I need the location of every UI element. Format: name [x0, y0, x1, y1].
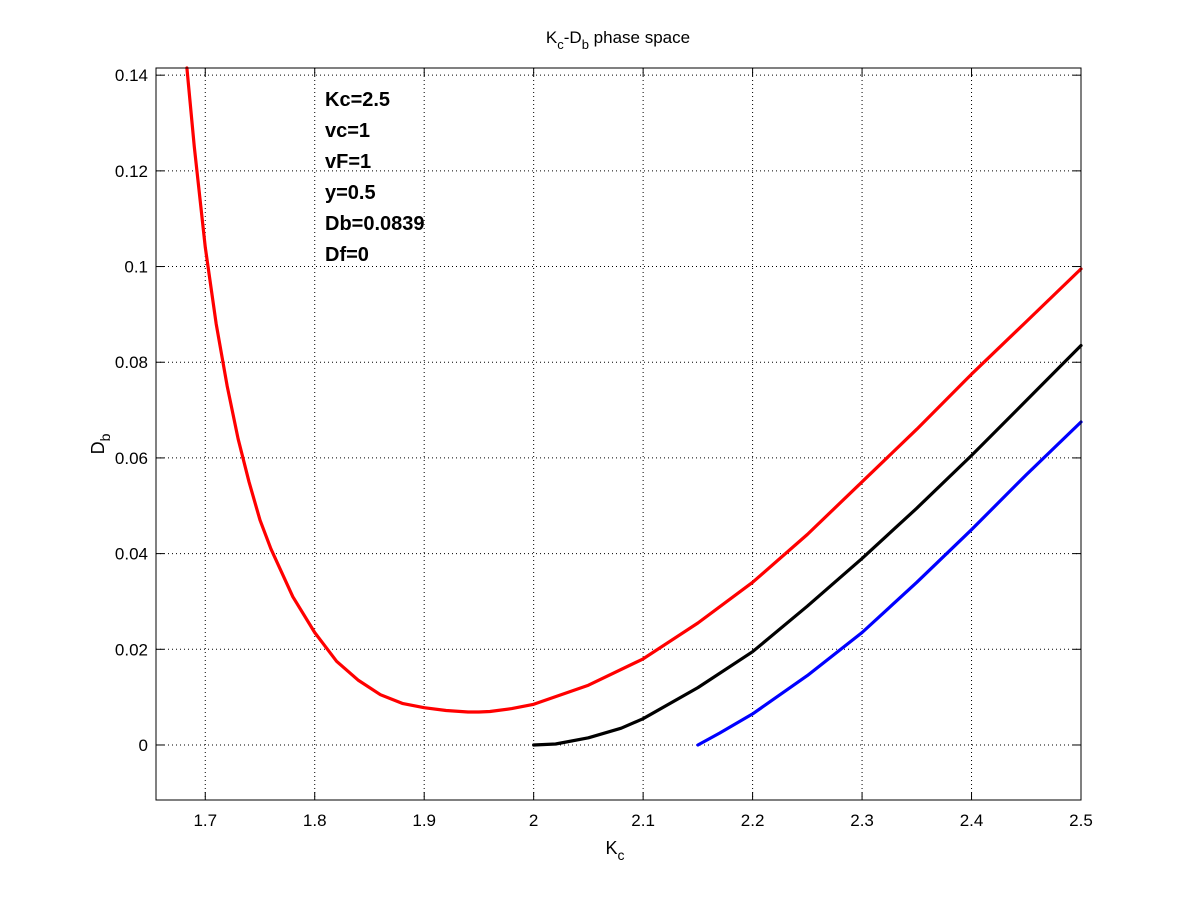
x-tick-label: 2	[529, 811, 538, 830]
annotation-line: vF=1	[325, 151, 371, 173]
x-tick-label: 2.2	[741, 811, 765, 830]
annotation-line: Db=0.0839	[325, 213, 425, 235]
series-line-1	[185, 66, 1083, 714]
y-axis-label: Db	[88, 433, 113, 454]
y-tick-label: 0	[139, 736, 148, 755]
y-tick-label: 0.06	[115, 449, 148, 468]
y-tick-label: 0.08	[115, 353, 148, 372]
y-tick-label: 0.12	[115, 162, 148, 181]
series-layer	[185, 66, 1083, 747]
ticks	[156, 68, 1082, 800]
x-tick-label: 1.9	[412, 811, 436, 830]
annotation-line: Df=0	[325, 244, 369, 266]
annotation-line: y=0.5	[325, 182, 376, 204]
y-tick-labels: 0 0.02 0.04 0.06 0.08 0.1 0.12 0.14	[115, 66, 148, 755]
x-tick-label: 2.3	[850, 811, 874, 830]
series-line-3	[696, 420, 1083, 747]
y-tick-label: 0.1	[124, 258, 148, 277]
annotation-line: Kc=2.5	[325, 89, 390, 111]
y-tick-label: 0.14	[115, 66, 148, 85]
parameter-annotation: Kc=2.5 vc=1 vF=1 y=0.5 Db=0.0839 Df=0	[325, 89, 425, 266]
y-tick-label: 0.02	[115, 640, 148, 659]
series-line-2	[532, 343, 1083, 747]
annotation-line: vc=1	[325, 120, 370, 142]
y-tick-label: 0.04	[115, 545, 148, 564]
chart-title: Kc-Db phase space	[546, 28, 690, 52]
x-tick-label: 1.8	[303, 811, 327, 830]
plot-frame	[155, 67, 1082, 801]
x-tick-labels: 1.7 1.8 1.9 2 2.1 2.2 2.3 2.4 2.5	[193, 811, 1092, 830]
x-tick-label: 2.4	[960, 811, 984, 830]
x-tick-label: 2.5	[1069, 811, 1093, 830]
x-tick-label: 1.7	[193, 811, 217, 830]
x-axis-label: Kc	[605, 838, 624, 863]
plot-area	[156, 68, 1081, 800]
x-tick-label: 2.1	[631, 811, 655, 830]
